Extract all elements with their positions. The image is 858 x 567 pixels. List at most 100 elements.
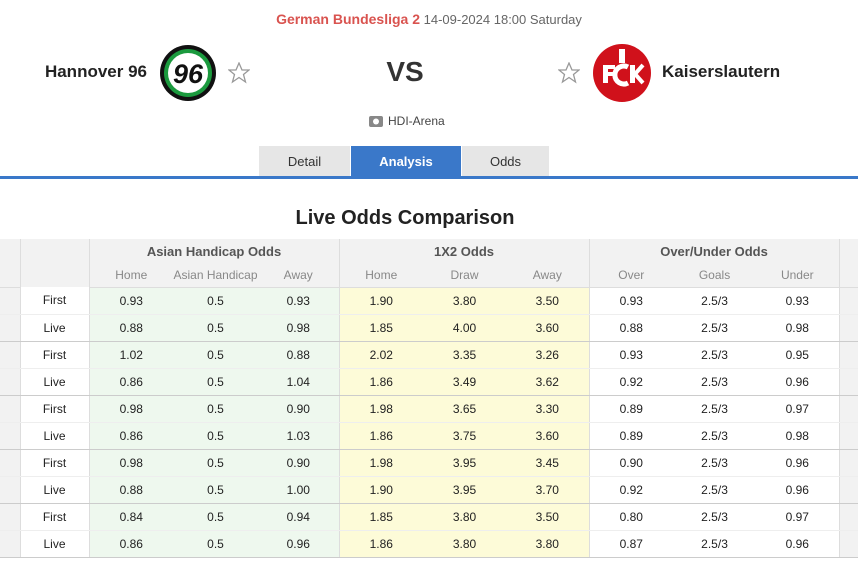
odds-value: 0.92 <box>588 368 674 396</box>
odds-value: 0.5 <box>173 449 258 477</box>
cell <box>838 368 858 396</box>
odds-value: 0.96 <box>756 368 840 396</box>
odds-value: 3.45 <box>506 449 590 477</box>
column-header: Over <box>588 263 674 288</box>
odds-value: 1.00 <box>258 476 339 504</box>
odds-value: 0.98 <box>88 449 173 477</box>
odds-value: 0.86 <box>88 368 173 396</box>
odds-value: 0.89 <box>588 422 674 450</box>
odds-value: 0.94 <box>258 503 339 531</box>
venue-icon <box>369 116 383 127</box>
odds-value: 0.98 <box>756 314 840 342</box>
cell <box>0 314 20 342</box>
odds-value: 2.5/3 <box>673 395 757 423</box>
odds-value: 1.85 <box>338 503 423 531</box>
away-logo <box>593 44 651 102</box>
row-label: Live <box>19 314 89 342</box>
column-header: Home <box>338 263 423 288</box>
tab-active[interactable]: Analysis <box>351 146 461 177</box>
odds-value: 1.86 <box>338 368 423 396</box>
odds-value: 3.95 <box>423 449 506 477</box>
odds-value: 0.5 <box>173 422 258 450</box>
odds-value: 1.98 <box>338 449 423 477</box>
odds-value: 1.85 <box>338 314 423 342</box>
odds-value: 1.04 <box>258 368 339 396</box>
column-header-row: Home Asian Handicap Away Home Draw Away Over Go… <box>0 263 858 288</box>
odds-value: 1.02 <box>88 341 173 369</box>
odds-value: 0.92 <box>588 476 674 504</box>
row-label: Live <box>19 530 89 558</box>
odds-value: 0.96 <box>756 449 840 477</box>
cell <box>838 287 858 315</box>
cell <box>838 449 858 477</box>
odds-value: 3.62 <box>506 368 590 396</box>
odds-value: 0.5 <box>173 341 258 369</box>
odds-value: 2.5/3 <box>673 368 757 396</box>
odds-value: 4.00 <box>423 314 506 342</box>
league[interactable]: German Bundesliga 2 <box>276 11 420 27</box>
odds-value: 3.70 <box>506 476 590 504</box>
odds-value: 0.80 <box>588 503 674 531</box>
odds-value: 3.80 <box>423 503 506 531</box>
cell <box>838 395 858 423</box>
favorite-star[interactable] <box>228 62 250 84</box>
odds-value: 1.90 <box>338 287 423 315</box>
row-label: Live <box>19 476 89 504</box>
odds-value: 0.5 <box>173 503 258 531</box>
column-header: Goals <box>673 263 757 288</box>
cell <box>838 263 858 288</box>
odds-value: 2.5/3 <box>673 449 757 477</box>
odds-value: 0.5 <box>173 476 258 504</box>
row-label: First <box>19 395 89 423</box>
group-header: Over/Under Odds <box>588 239 840 263</box>
odds-row: First 0.93 0.5 0.93 1.90 3.80 3.50 0.93 2.5/3 0.9… <box>0 287 858 315</box>
odds-value: 3.26 <box>506 341 590 369</box>
odds-value: 2.5/3 <box>673 422 757 450</box>
cell <box>0 368 20 396</box>
odds-value: 3.95 <box>423 476 506 504</box>
odds-value: 0.95 <box>756 341 840 369</box>
row-label: First <box>19 341 89 369</box>
cell <box>0 287 20 315</box>
odds-value: 0.93 <box>756 287 840 315</box>
cell <box>838 476 858 504</box>
odds-value: 3.75 <box>423 422 506 450</box>
odds-value: 2.5/3 <box>673 530 757 558</box>
away-team[interactable]: Kaiserslautern <box>662 62 781 81</box>
cell <box>0 503 20 531</box>
row-label: First <box>19 503 89 531</box>
tab[interactable]: Odds <box>462 146 549 177</box>
odds-value: 3.50 <box>506 503 590 531</box>
odds-value: 0.5 <box>173 368 258 396</box>
odds-value: 0.87 <box>588 530 674 558</box>
odds-value: 0.90 <box>258 395 339 423</box>
venue: HDI-Arena <box>388 114 445 128</box>
odds-value: 0.84 <box>88 503 173 531</box>
odds-value: 1.03 <box>258 422 339 450</box>
favorite-star[interactable] <box>558 62 580 84</box>
odds-value: 1.90 <box>338 476 423 504</box>
odds-row: First 0.98 0.5 0.90 1.98 3.95 3.45 0.90 2.5/3 0.9… <box>0 449 858 477</box>
vs: VS <box>386 56 424 87</box>
odds-value: 0.93 <box>588 287 674 315</box>
odds-row: Live 0.86 0.5 0.96 1.86 3.80 3.80 0.87 2.5/3 0.96 <box>0 530 858 558</box>
odds-value: 0.93 <box>258 287 339 315</box>
odds-value: 2.5/3 <box>673 476 757 504</box>
home-team[interactable]: Hannover 96 <box>44 62 147 81</box>
odds-row: First 0.84 0.5 0.94 1.85 3.80 3.50 0.80 2.5/3 0.9… <box>0 503 858 531</box>
odds-value: 3.35 <box>423 341 506 369</box>
cell <box>838 503 858 531</box>
odds-row: Live 0.88 0.5 1.00 1.90 3.95 3.70 0.92 2.5/3 0.96 <box>0 476 858 504</box>
cell <box>838 422 858 450</box>
tab[interactable]: Detail <box>259 146 350 177</box>
odds-value: 2.5/3 <box>673 503 757 531</box>
odds-row: First 0.98 0.5 0.90 1.98 3.65 3.30 0.89 2.5/3 0.9… <box>0 395 858 423</box>
row-label: Live <box>19 368 89 396</box>
group-header: 1X2 Odds <box>338 239 590 263</box>
odds-value: 2.5/3 <box>673 341 757 369</box>
cell <box>0 422 20 450</box>
odds-value: 0.98 <box>258 314 339 342</box>
odds-value: 2.5/3 <box>673 287 757 315</box>
odds-value: 0.90 <box>258 449 339 477</box>
